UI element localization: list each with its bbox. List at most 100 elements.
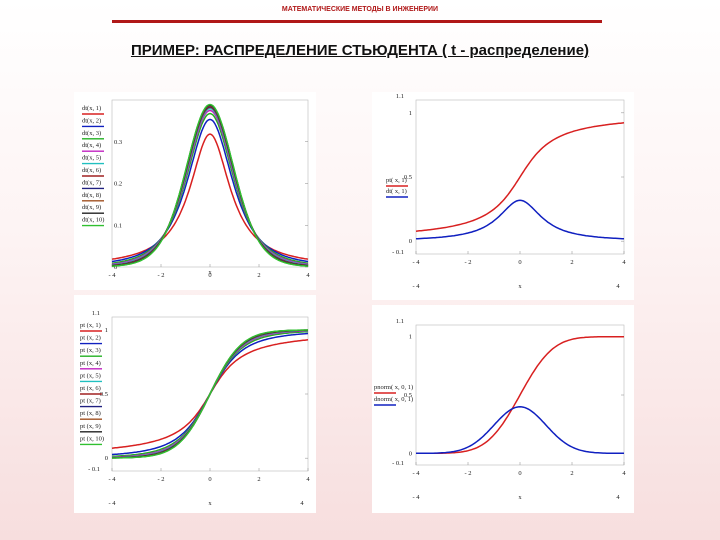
legend-label: dt(x, 9) — [82, 204, 101, 211]
series-line — [111, 118, 309, 263]
y-tick-label: 1 — [409, 334, 412, 341]
legend-label: pt (x, 5) — [80, 372, 101, 379]
y-tick-label: 0.1 — [114, 222, 122, 229]
y-bottom-label: - 0.1 — [392, 249, 404, 256]
x-tick-label: 4 — [622, 470, 626, 477]
y-top-label: 1.1 — [396, 318, 404, 325]
legend-label: dt(x, 10) — [82, 217, 104, 224]
y-top-label: 1.1 — [92, 310, 100, 317]
y-tick-label: 0.2 — [114, 181, 122, 188]
chart-panel-pt1: - 4 - 2 0 2 4 0 0.5 1 1.1 - 0.1 x - 4 4 pt( x, 1) dt( … — [372, 92, 634, 300]
slide-title: ПРИМЕР: РАСПРЕДЕЛЕНИЕ СТЬЮДЕНТА ( t - ра… — [130, 42, 590, 59]
x-tick-label: 2 — [257, 272, 260, 279]
x-tick-label: 0 — [208, 476, 211, 483]
x-range-min: - 4 — [412, 283, 420, 290]
legend-label: dt(x, 8) — [82, 192, 101, 199]
x-tick-label: 0 — [518, 470, 521, 477]
x-tick-label: - 4 — [412, 470, 420, 477]
legend-label: pt (x, 7) — [80, 398, 101, 405]
x-axis-label: x — [208, 269, 212, 276]
legend-label: pt (x, 6) — [80, 385, 101, 392]
x-tick-label: - 4 — [412, 259, 420, 266]
slide-header: МАТЕМАТИЧЕСКИЕ МЕТОДЫ В ИНЖЕНЕРИИ — [281, 6, 439, 13]
x-tick-label: - 4 — [108, 476, 116, 483]
x-axis-label: x — [208, 500, 212, 507]
legend-label: pt (x, 9) — [80, 423, 101, 430]
legend-label: dt(x, 2) — [82, 117, 101, 124]
legend-label: dt(x, 7) — [82, 179, 101, 186]
series-line — [111, 133, 309, 260]
series-line — [111, 104, 309, 267]
legend-label: dt(x, 3) — [82, 130, 101, 137]
x-tick-label: 2 — [570, 259, 573, 266]
x-range-max: 4 — [616, 494, 620, 501]
series-line — [111, 109, 309, 265]
legend-label: dt( x, 1) — [386, 188, 407, 195]
chart-panel-dt: - 4 - 2 0 2 4 0 0.1 0.2 0.3 x dt(x, 1) dt(x, 2) dt(x… — [74, 92, 316, 290]
chart-panel-pt: - 4 - 2 0 2 4 0 0.5 1 1.1 - 0.1 x - 4 4 pt (x, 1) pt (… — [74, 295, 316, 513]
legend-label: pt (x, 8) — [80, 410, 101, 417]
legend-label: pt (x, 10) — [80, 435, 104, 442]
series-line — [111, 103, 309, 267]
x-tick-label: 4 — [306, 272, 310, 279]
y-tick-label: 0.5 — [404, 174, 412, 181]
y-tick-label: 0 — [409, 450, 412, 457]
x-range-min: - 4 — [108, 500, 116, 507]
x-range-min: - 4 — [412, 494, 420, 501]
legend-label: dnorm( x, 0, 1) — [374, 396, 413, 403]
chart-panel-norm: - 4 - 2 0 2 4 0 0.5 1 1.1 - 0.1 x - 4 4 pnorm( x, 0, … — [372, 305, 634, 513]
x-tick-label: 0 — [208, 272, 211, 279]
y-tick-label: 1 — [105, 327, 108, 334]
legend-label: pnorm( x, 0, 1) — [374, 384, 413, 391]
plot-frame — [111, 99, 309, 268]
legend-label: dt(x, 1) — [82, 105, 101, 112]
x-tick-label: 4 — [306, 476, 310, 483]
series-line — [416, 335, 624, 455]
x-tick-label: 4 — [622, 259, 626, 266]
series-line — [415, 122, 625, 232]
y-tick-label: 0 — [114, 264, 117, 271]
legend-label: pt (x, 3) — [80, 347, 101, 354]
series-line — [415, 199, 625, 240]
y-bottom-label: - 0.1 — [88, 466, 100, 473]
y-tick-label: 1 — [409, 110, 412, 117]
series-line — [111, 104, 309, 267]
legend-label: dt(x, 4) — [82, 142, 101, 149]
legend-label: dt(x, 6) — [82, 167, 101, 174]
y-top-label: 1.1 — [396, 93, 404, 100]
x-tick-label: - 2 — [157, 272, 164, 279]
series-line — [111, 105, 309, 267]
header-rule — [112, 20, 602, 23]
series-line — [111, 112, 309, 264]
x-tick-label: - 4 — [108, 272, 116, 279]
y-tick-label: 0 — [409, 238, 412, 245]
x-tick-label: - 2 — [464, 259, 471, 266]
chart-pt: - 4 - 2 0 2 4 0 0.5 1 1.1 - 0.1 x - 4 4 pt (x, 1) pt (… — [80, 310, 310, 507]
legend-label: pt (x, 4) — [80, 360, 101, 367]
x-tick-label: - 2 — [464, 470, 471, 477]
series-line — [416, 406, 624, 455]
x-tick-label: 0 — [518, 259, 521, 266]
legend-label: dt(x, 5) — [82, 155, 101, 162]
legend-label: pt (x, 1) — [80, 322, 101, 329]
chart-dt: - 4 - 2 0 2 4 0 0.1 0.2 0.3 x dt(x, 1) dt(x, 2) dt(x… — [82, 99, 310, 279]
x-tick-label: 2 — [257, 476, 260, 483]
x-tick-label: - 2 — [157, 476, 164, 483]
x-range-max: 4 — [300, 500, 304, 507]
y-bottom-label: - 0.1 — [392, 460, 404, 467]
y-tick-label: 0.5 — [100, 391, 108, 398]
y-tick-label: 0.5 — [404, 392, 412, 399]
x-axis-label: x — [518, 494, 522, 501]
y-tick-label: 0.3 — [114, 139, 122, 146]
series-line — [112, 329, 308, 459]
chart-norm: - 4 - 2 0 2 4 0 0.5 1 1.1 - 0.1 x - 4 4 pnorm( x, 0, … — [374, 318, 626, 501]
chart-pt1: - 4 - 2 0 2 4 0 0.5 1 1.1 - 0.1 x - 4 4 pt( x, 1) dt( … — [386, 93, 626, 290]
x-range-max: 4 — [616, 283, 620, 290]
series-line — [111, 107, 309, 266]
y-tick-label: 0 — [105, 455, 108, 462]
x-axis-label: x — [518, 283, 522, 290]
x-tick-label: 2 — [570, 470, 573, 477]
legend-label: pt( x, 1) — [386, 177, 407, 184]
legend-label: pt (x, 2) — [80, 335, 101, 342]
series-line — [111, 106, 309, 267]
